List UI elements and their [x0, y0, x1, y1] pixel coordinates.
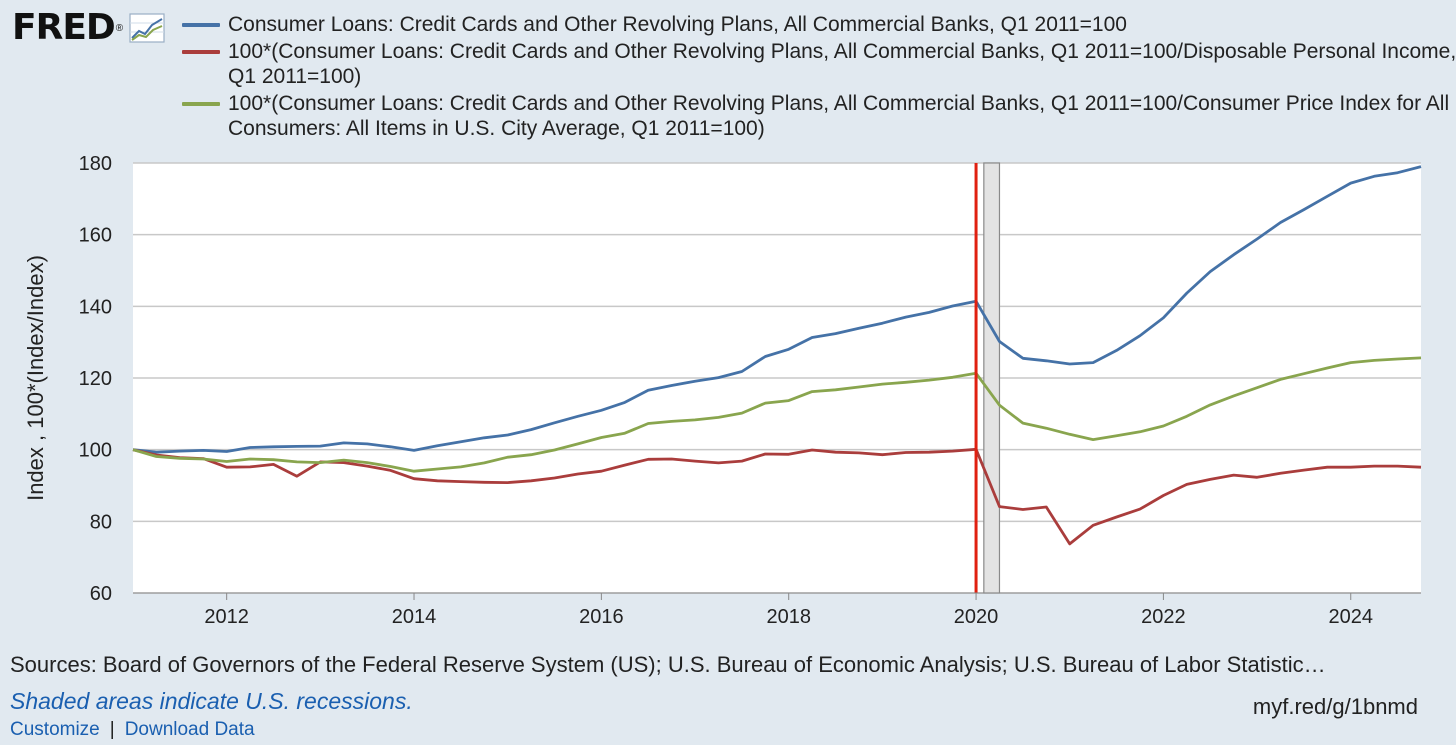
x-tick-label: 2018	[766, 606, 811, 628]
link-separator: |	[109, 719, 115, 740]
legend-label-line: Q1 2011=100)	[228, 65, 362, 88]
legend-item-credit-card-loans[interactable]: Consumer Loans: Credit Cards and Other R…	[182, 12, 1456, 37]
x-tick-label: 2022	[1141, 606, 1186, 628]
legend-item-loans-over-income[interactable]: 100*(Consumer Loans: Credit Cards and Ot…	[182, 39, 1456, 89]
legend-label-line: Consumers: All Items in U.S. City Averag…	[228, 117, 765, 140]
y-tick-label: 80	[90, 511, 112, 533]
sources-text: Sources: Board of Governors of the Feder…	[10, 652, 1326, 677]
y-tick-label: 60	[90, 583, 112, 605]
registered-mark: ®	[115, 22, 124, 34]
short-url[interactable]: myf.red/g/1bnmd	[1252, 694, 1418, 719]
series-line-3	[132, 356, 1422, 473]
chart-graph-icon	[129, 13, 165, 43]
line-chart: 60 80 100 120 140 160 180 2012 2014 2016 2018 2020 2…	[79, 153, 1422, 628]
y-tick-label: 180	[79, 153, 112, 175]
chart-legend: Consumer Loans: Credit Cards and Other R…	[182, 12, 1456, 143]
legend-item-loans-over-cpi[interactable]: 100*(Consumer Loans: Credit Cards and Ot…	[182, 91, 1456, 141]
x-tick-label: 2024	[1328, 606, 1373, 628]
recession-band	[983, 162, 1001, 594]
legend-label: 100*(Consumer Loans: Credit Cards and Ot…	[228, 91, 1456, 141]
legend-label: Consumer Loans: Credit Cards and Other R…	[228, 12, 1127, 37]
x-tick-label: 2020	[954, 606, 999, 628]
y-tick-label: 100	[79, 440, 112, 462]
legend-swatch	[182, 23, 220, 27]
x-tick-label: 2016	[579, 606, 624, 628]
customize-link[interactable]: Customize	[10, 719, 100, 740]
legend-label: 100*(Consumer Loans: Credit Cards and Ot…	[228, 39, 1456, 89]
y-tick-label: 140	[79, 296, 112, 318]
y-tick-label: 120	[79, 368, 112, 390]
fred-logo-text: FRED	[12, 7, 116, 48]
fred-logo[interactable]: FRED ®	[12, 8, 165, 48]
footer-links: Customize | Download Data	[10, 719, 255, 741]
legend-swatch	[182, 50, 220, 54]
download-data-link[interactable]: Download Data	[124, 719, 255, 740]
x-tick-label: 2014	[392, 606, 437, 628]
series-line-2	[132, 447, 1422, 546]
legend-label-line: 100*(Consumer Loans: Credit Cards and Ot…	[228, 40, 1456, 63]
legend-label-line: Consumer Loans: Credit Cards and Other R…	[228, 13, 1127, 36]
legend-swatch	[182, 102, 220, 106]
legend-label-line: 100*(Consumer Loans: Credit Cards and Ot…	[228, 92, 1456, 115]
y-tick-label: 160	[79, 225, 112, 247]
series-line-1	[132, 165, 1422, 454]
recession-note: Shaded areas indicate U.S. recessions.	[10, 688, 413, 714]
x-tick-label: 2012	[204, 606, 249, 628]
